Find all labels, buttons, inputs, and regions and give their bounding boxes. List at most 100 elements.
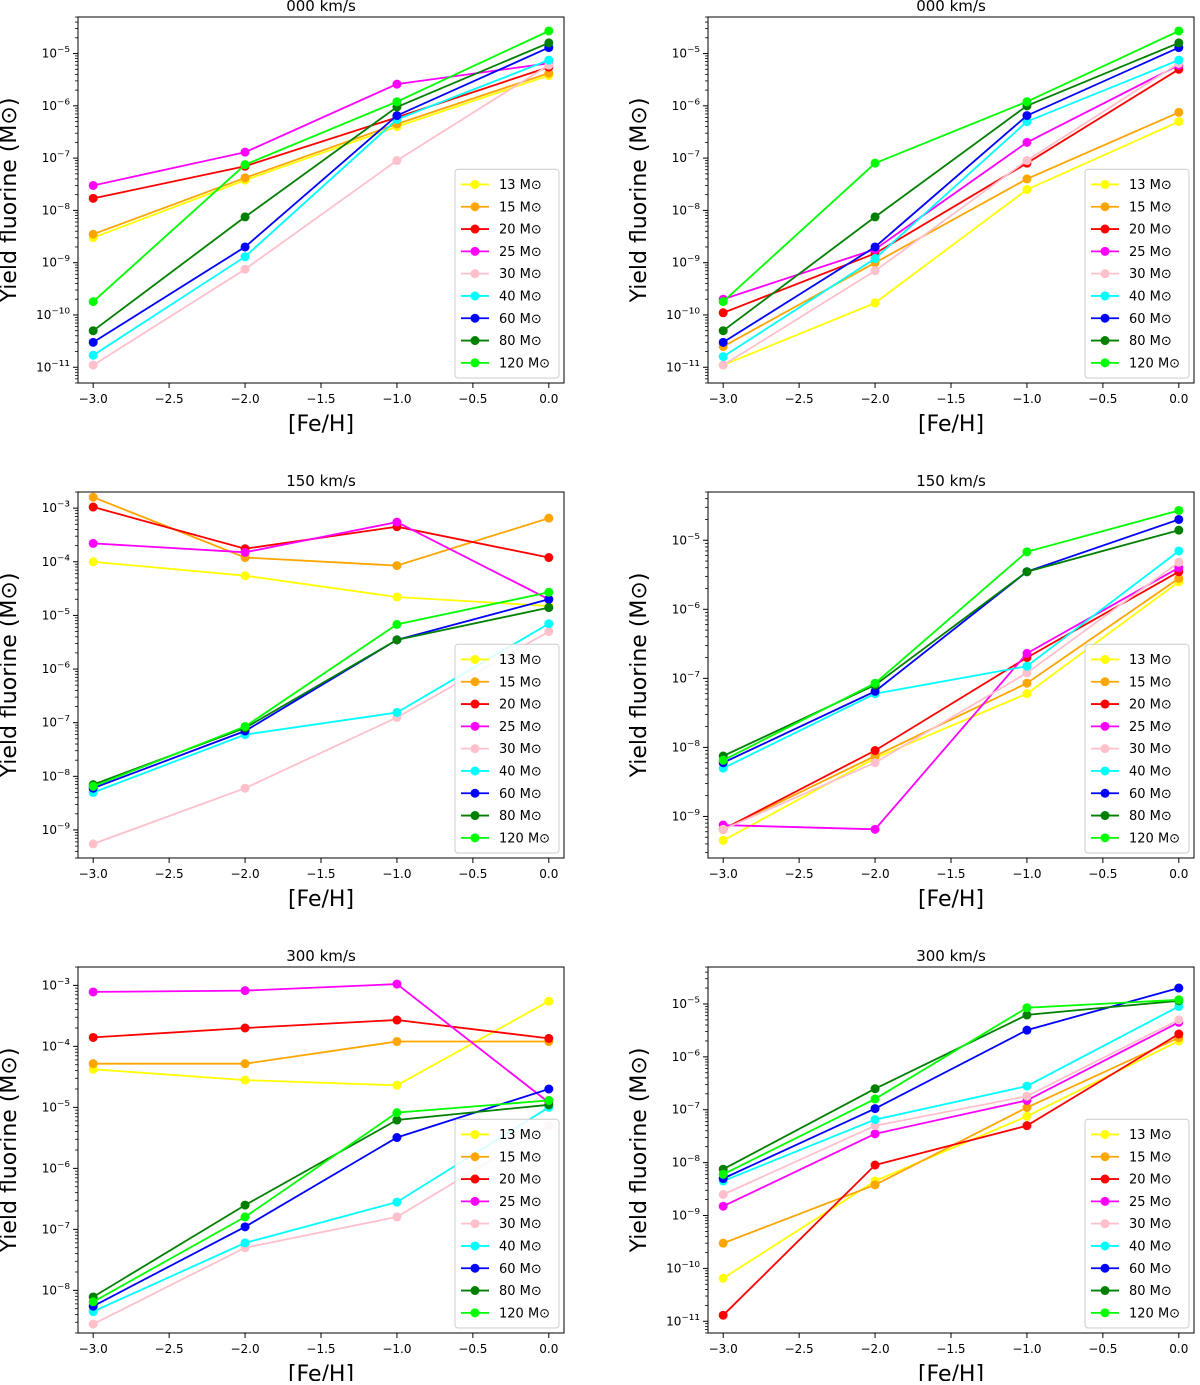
data-point — [544, 55, 554, 65]
series-line-5 — [722, 62, 1180, 366]
data-point — [1022, 1003, 1032, 1013]
y-tick-label: 10⁻⁵ — [672, 995, 700, 1011]
x-tick-label: −2.0 — [230, 867, 259, 881]
data-point — [1022, 97, 1032, 107]
y-tick-label: 10⁻⁶ — [672, 600, 701, 616]
x-tick-label: −3.0 — [79, 867, 108, 881]
data-point — [392, 517, 402, 527]
legend-entry: 40 M⊙ — [1129, 764, 1172, 779]
chart-panel-5: 300 km/s −3.0 −2.5 −2.0 −1.5 −1.0 −0.5 0.0 10⁻⁸ 1… — [0, 947, 565, 1385]
data-point — [1174, 546, 1184, 556]
x-tick-label: −2.0 — [230, 1342, 259, 1356]
series-line-9 — [722, 30, 1180, 303]
data-point — [240, 147, 250, 157]
x-tick-label: −3.0 — [709, 1342, 738, 1356]
legend-swatch-marker — [470, 1129, 480, 1139]
plot-frame — [77, 16, 565, 384]
legend-entry: 60 M⊙ — [1129, 1262, 1172, 1277]
y-tick-label: 10⁻⁶ — [42, 1159, 71, 1175]
series-line-8 — [722, 529, 1180, 757]
series-line-4 — [93, 983, 550, 1104]
series-line-3 — [92, 506, 549, 559]
data-point — [88, 1032, 98, 1042]
data-point — [870, 758, 880, 768]
data-point — [1022, 1121, 1032, 1131]
legend-swatch-marker — [470, 833, 480, 843]
data-point — [88, 193, 98, 203]
data-point — [392, 1212, 402, 1222]
chart-title: 000 km/s — [916, 0, 986, 15]
data-point — [240, 212, 250, 222]
data-point — [392, 1115, 402, 1125]
legend-entry: 13 M⊙ — [499, 1128, 542, 1143]
data-point — [1022, 1103, 1032, 1113]
y-tick-label: 10⁻⁹ — [42, 254, 71, 270]
legend-entry: 60 M⊙ — [499, 1262, 542, 1277]
data-point — [870, 1115, 880, 1125]
data-point — [1022, 1081, 1032, 1091]
y-tick-label: 10⁻¹¹ — [36, 358, 70, 374]
y-axis-label: Yield fluorine (M⊙) — [0, 1048, 22, 1254]
legend-entry: 25 M⊙ — [499, 245, 542, 260]
data-point — [1022, 661, 1032, 671]
x-tick-label: −0.5 — [1088, 1342, 1117, 1356]
chart-panel-4: 150 km/s −3.0 −2.5 −2.0 −1.5 −1.0 −0.5 0.0 10⁻⁹ 1… — [627, 472, 1195, 912]
series-line-1 — [93, 1000, 550, 1087]
legend-entry: 13 M⊙ — [1129, 653, 1172, 668]
legend-swatch-marker — [470, 291, 480, 301]
data-point — [718, 360, 728, 370]
data-point — [544, 553, 554, 563]
data-point — [392, 1015, 402, 1025]
data-point — [240, 986, 250, 996]
data-point — [88, 492, 98, 502]
legend-entry: 25 M⊙ — [1129, 245, 1172, 260]
legend-swatch-marker — [470, 202, 480, 212]
y-tick-label: 10⁻⁵ — [672, 531, 700, 547]
y-tick-label: 10⁻¹⁰ — [36, 306, 70, 322]
x-tick-label: −1.5 — [306, 867, 335, 881]
series-line-7 — [92, 598, 550, 790]
y-tick-label: 10⁻⁸ — [672, 1154, 701, 1170]
legend-entry: 80 M⊙ — [1129, 334, 1172, 349]
y-tick-label: 10⁻⁹ — [672, 1206, 701, 1222]
legend-entry: 80 M⊙ — [499, 1284, 542, 1299]
legend-swatch-marker — [470, 1174, 480, 1184]
x-tick-label: −1.5 — [936, 867, 965, 881]
x-tick-label: −0.5 — [1088, 392, 1117, 406]
data-point — [1022, 185, 1032, 195]
legend-swatch-marker — [470, 1263, 480, 1273]
legend-entry: 25 M⊙ — [499, 1195, 542, 1210]
legend-swatch-marker — [1100, 1152, 1110, 1162]
legend-entry: 120 M⊙ — [1129, 356, 1180, 371]
legend-entry: 60 M⊙ — [1129, 787, 1172, 802]
data-point — [240, 783, 250, 793]
legend-swatch-marker — [470, 1152, 480, 1162]
data-point — [544, 594, 554, 604]
series-line-4 — [723, 566, 1180, 831]
y-tick-label: 10⁻⁵ — [42, 1098, 70, 1114]
data-point — [392, 1037, 402, 1047]
legend-entry: 13 M⊙ — [499, 178, 542, 193]
series-line-1 — [722, 120, 1180, 366]
data-point — [870, 158, 880, 168]
data-point — [718, 1310, 728, 1320]
x-tick-label: 0.0 — [1169, 392, 1188, 406]
legend-swatch-marker — [470, 677, 480, 687]
data-point — [1022, 1111, 1032, 1121]
legend-swatch-marker — [470, 699, 480, 709]
x-tick-label: −1.5 — [936, 1342, 965, 1356]
legend-entry: 30 M⊙ — [499, 1217, 542, 1232]
legend-swatch-marker — [1100, 179, 1110, 189]
data-point — [1174, 117, 1184, 127]
data-point — [1174, 514, 1184, 524]
data-point — [1022, 1025, 1032, 1035]
data-point — [1174, 107, 1184, 117]
series-line-7 — [722, 46, 1180, 344]
legend-swatch-marker — [470, 788, 480, 798]
data-point — [870, 242, 880, 252]
legend-swatch-marker — [1100, 269, 1110, 279]
data-point — [392, 561, 402, 571]
series-line-2 — [722, 111, 1180, 348]
legend-swatch-marker — [1100, 1129, 1110, 1139]
y-tick-label: 10⁻⁹ — [42, 821, 71, 837]
